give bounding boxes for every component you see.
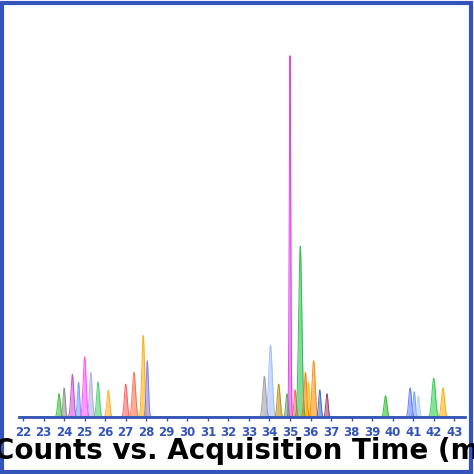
Text: Counts vs. Acquisition Time (m: Counts vs. Acquisition Time (m [0, 437, 474, 465]
